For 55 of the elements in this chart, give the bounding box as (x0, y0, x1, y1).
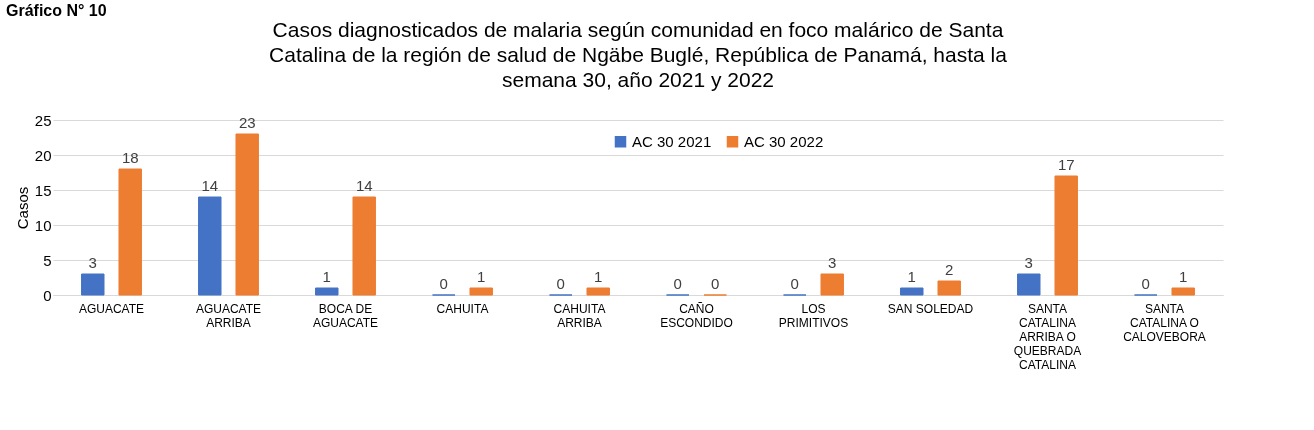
chart-title: Casos diagnosticados de malaria según comunidad en foco malárico de Santa Catalina de la región de salud de Ngäbe Buglé, República de Panamá, hasta la semana 30, año 2021 y 2022 (269, 18, 1008, 91)
y-tick-label: 20 (34, 146, 52, 164)
data-label: 1 (907, 268, 916, 285)
bar (937, 280, 961, 296)
x-tick-label: CAÑO ESCONDIDO (660, 301, 733, 330)
data-label: 3 (1024, 254, 1033, 271)
bar (1017, 273, 1041, 296)
data-label: 14 (355, 177, 373, 194)
data-label: 18 (121, 149, 139, 166)
bar (81, 273, 105, 296)
legend-label: AC 30 2022 (744, 132, 824, 150)
data-label: 2 (945, 261, 954, 278)
x-tick-label: LOS PRIMITIVOS (778, 301, 849, 330)
data-label: 17 (1057, 156, 1075, 173)
bar (1054, 175, 1078, 296)
bar (235, 133, 259, 296)
y-tick-label: 0 (43, 286, 52, 304)
text: Gráfico N° 10 (6, 2, 107, 20)
y-tick-label: 15 (34, 181, 52, 199)
x-tick-label: SAN SOLEDAD (887, 301, 974, 316)
x-tick-label: SANTA CATALINA ARRIBA O QUEBRADA CATALINA (1013, 301, 1082, 372)
legend-label: AC 30 2021 (632, 132, 712, 150)
data-label: 1 (1179, 268, 1188, 285)
bar (315, 287, 339, 296)
data-label: 1 (322, 268, 331, 285)
data-label: 14 (201, 177, 219, 194)
x-tick-label: SANTA CATALINA O CALOVEBORA (1123, 301, 1206, 344)
x-tick-label: AGUACATE ARRIBA (195, 301, 262, 330)
y-tick-label: 25 (34, 111, 52, 129)
data-label: 0 (556, 275, 565, 292)
data-label: 0 (1141, 275, 1150, 292)
data-label: 1 (594, 268, 603, 285)
x-tick-label: CAHUITA (436, 301, 489, 316)
bar (198, 196, 222, 296)
x-tick-label: CAHUITA ARRIBA (553, 301, 606, 330)
bar (469, 287, 493, 296)
x-tick-label: BOCA DE AGUACATE (312, 301, 379, 330)
bar (820, 273, 844, 296)
data-label: 3 (828, 254, 837, 271)
data-label: 0 (790, 275, 799, 292)
y-tick-label: 10 (34, 216, 52, 234)
bar (1171, 287, 1195, 296)
x-tick-label: AGUACATE (78, 301, 145, 316)
data-label: 23 (238, 114, 256, 131)
bar (900, 287, 924, 296)
data-label: 0 (439, 275, 448, 292)
data-label: 3 (88, 254, 97, 271)
bar (118, 168, 142, 296)
data-label: 0 (711, 275, 720, 292)
y-axis-title: Casos (13, 186, 31, 230)
bar (586, 287, 610, 296)
data-label: 0 (673, 275, 682, 292)
y-tick-label: 5 (43, 251, 52, 269)
data-label: 1 (477, 268, 486, 285)
bar (352, 196, 376, 296)
